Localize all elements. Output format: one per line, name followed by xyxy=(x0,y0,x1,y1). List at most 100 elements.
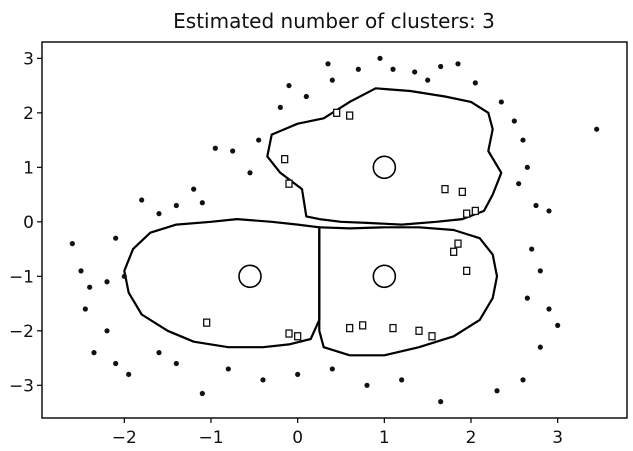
cluster-boundary-2 xyxy=(318,226,499,357)
outlier-point xyxy=(325,61,331,67)
y-tick-label: 1 xyxy=(23,158,34,178)
x-axis-ticks: −2 −1 0 1 2 3 xyxy=(112,418,563,448)
x-tick-label: 1 xyxy=(379,428,390,448)
cluster-center-1 xyxy=(238,264,262,289)
outlier-point xyxy=(199,390,205,397)
core-point xyxy=(203,318,211,327)
outlier-point xyxy=(91,350,97,356)
outlier-point xyxy=(295,371,301,378)
outlier-point xyxy=(438,63,444,70)
cluster-centers xyxy=(238,155,397,289)
outlier-point xyxy=(533,202,539,209)
core-point xyxy=(359,321,367,330)
x-tick-label: 3 xyxy=(552,428,563,448)
core-point xyxy=(441,184,449,194)
outlier-point xyxy=(412,69,418,75)
outlier-point xyxy=(104,328,110,334)
outlier-point xyxy=(377,55,383,61)
outlier-point xyxy=(511,118,517,124)
core-point xyxy=(285,179,293,188)
core-point xyxy=(458,187,466,197)
outlier-point xyxy=(329,77,335,83)
outlier-point xyxy=(555,322,561,328)
outlier-point xyxy=(126,371,132,378)
core-point xyxy=(471,206,479,216)
y-tick-label: 3 xyxy=(23,49,34,69)
outlier-point xyxy=(256,137,262,143)
y-tick-label: 0 xyxy=(23,213,34,233)
outlier-point xyxy=(277,104,283,110)
outlier-point xyxy=(520,137,526,143)
core-points xyxy=(203,108,479,341)
x-tick-label: 2 xyxy=(466,428,477,448)
outlier-point xyxy=(472,80,478,86)
outlier-point xyxy=(87,284,93,290)
outlier-point xyxy=(355,66,361,72)
outlier-point xyxy=(82,306,88,312)
core-point xyxy=(346,323,354,333)
outlier-point xyxy=(364,382,370,388)
core-point xyxy=(415,326,423,335)
chart-title: Estimated number of clusters: 3 xyxy=(173,9,495,33)
core-point xyxy=(463,209,471,218)
axes-frame xyxy=(41,41,628,419)
outlier-point xyxy=(260,377,266,383)
outlier-point xyxy=(438,399,444,405)
core-point xyxy=(281,155,289,164)
outlier-point xyxy=(303,93,309,100)
outlier-point xyxy=(520,377,526,383)
outlier-point xyxy=(399,377,405,383)
outlier-point xyxy=(121,273,127,279)
core-point xyxy=(454,239,462,248)
outlier-point xyxy=(225,366,231,372)
core-point xyxy=(389,323,397,333)
outlier-point xyxy=(455,61,461,67)
outlier-point xyxy=(156,350,162,356)
outlier-point xyxy=(191,186,197,192)
cluster-boundaries xyxy=(123,87,503,357)
core-point xyxy=(294,332,302,341)
outlier-point xyxy=(173,202,179,209)
outlier-point xyxy=(139,197,145,203)
outlier-point xyxy=(494,388,500,394)
core-point xyxy=(346,111,354,120)
cluster-boundary-1 xyxy=(123,218,321,349)
outlier-point xyxy=(286,82,292,89)
outlier-point xyxy=(113,235,119,241)
outlier-point xyxy=(594,126,600,132)
outlier-point xyxy=(524,295,530,301)
outlier-point xyxy=(113,360,119,367)
outlier-point xyxy=(425,77,431,83)
outlier-point xyxy=(230,148,236,154)
cluster-center-0 xyxy=(372,155,397,180)
core-point xyxy=(428,332,436,341)
y-tick-label: −3 xyxy=(9,376,34,396)
outlier-point xyxy=(529,246,535,252)
core-point xyxy=(285,329,293,338)
outlier-point xyxy=(546,306,552,312)
y-tick-label: −2 xyxy=(9,322,34,342)
outlier-point xyxy=(524,164,530,170)
outlier-point xyxy=(329,366,335,372)
x-tick-label: −2 xyxy=(112,428,137,448)
outlier-point xyxy=(156,211,162,217)
outlier-point xyxy=(173,360,179,367)
outlier-point xyxy=(537,344,543,350)
outlier-point xyxy=(546,208,552,214)
outlier-point xyxy=(516,181,522,187)
outlier-point xyxy=(78,268,84,274)
outlier-point xyxy=(69,241,75,247)
x-tick-label: −1 xyxy=(198,428,223,448)
outlier-point xyxy=(498,99,504,105)
core-point xyxy=(463,266,471,276)
outlier-point xyxy=(104,279,110,285)
core-point xyxy=(333,108,341,117)
x-tick-label: 0 xyxy=(292,428,303,448)
cluster-center-2 xyxy=(372,264,397,289)
plot-area xyxy=(69,55,600,405)
outlier-point xyxy=(390,66,396,72)
outlier-point xyxy=(212,145,218,151)
outlier-point xyxy=(247,170,253,176)
core-point xyxy=(450,247,458,256)
